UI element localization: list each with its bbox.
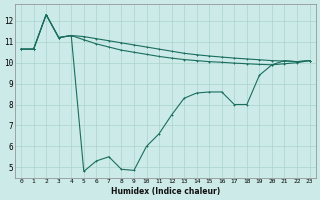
X-axis label: Humidex (Indice chaleur): Humidex (Indice chaleur) [111,187,220,196]
